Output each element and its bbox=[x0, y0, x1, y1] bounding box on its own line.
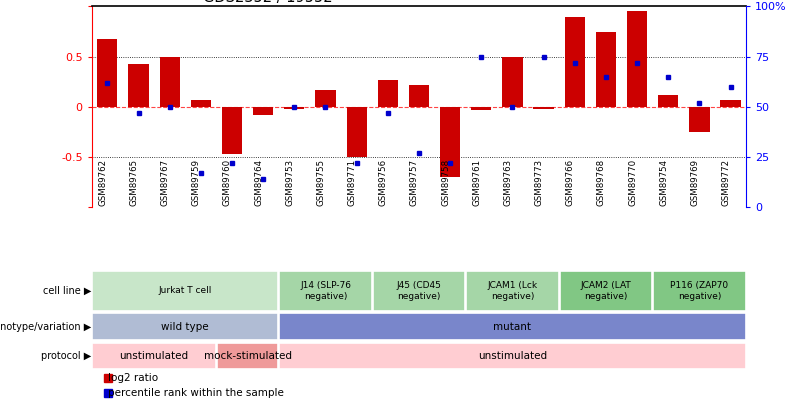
Bar bbox=[191, 100, 211, 107]
Text: wild type: wild type bbox=[161, 322, 209, 332]
Text: mutant: mutant bbox=[493, 322, 531, 332]
Text: P116 (ZAP70
negative): P116 (ZAP70 negative) bbox=[670, 281, 729, 301]
Bar bbox=[346, 107, 367, 157]
Bar bbox=[279, 313, 745, 340]
Bar bbox=[128, 64, 148, 107]
Text: JCAM1 (Lck
negative): JCAM1 (Lck negative) bbox=[488, 281, 538, 301]
Text: percentile rank within the sample: percentile rank within the sample bbox=[108, 388, 284, 399]
Text: JCAM2 (LAT
negative): JCAM2 (LAT negative) bbox=[580, 281, 631, 301]
Bar bbox=[502, 57, 523, 107]
Bar bbox=[373, 271, 465, 311]
Text: unstimulated: unstimulated bbox=[478, 351, 547, 361]
Text: J45 (CD45
negative): J45 (CD45 negative) bbox=[397, 281, 441, 301]
Bar bbox=[279, 343, 745, 369]
Bar bbox=[217, 343, 279, 369]
Bar bbox=[97, 38, 117, 107]
Bar bbox=[279, 271, 372, 311]
Bar bbox=[559, 271, 652, 311]
Bar bbox=[440, 107, 460, 177]
Bar bbox=[253, 107, 273, 115]
Bar bbox=[409, 85, 429, 107]
Bar bbox=[658, 95, 678, 107]
Bar bbox=[284, 107, 305, 109]
Bar bbox=[654, 271, 745, 311]
Bar bbox=[565, 17, 585, 107]
Text: Jurkat T cell: Jurkat T cell bbox=[159, 286, 212, 296]
Bar bbox=[721, 100, 741, 107]
Bar bbox=[315, 90, 336, 107]
Bar bbox=[93, 313, 279, 340]
Bar bbox=[377, 80, 398, 107]
Bar bbox=[689, 107, 709, 132]
Bar bbox=[93, 343, 215, 369]
Bar bbox=[471, 107, 492, 110]
Bar bbox=[160, 57, 180, 107]
Text: unstimulated: unstimulated bbox=[120, 351, 188, 361]
Bar bbox=[222, 107, 242, 154]
Text: J14 (SLP-76
negative): J14 (SLP-76 negative) bbox=[300, 281, 351, 301]
Text: log2 ratio: log2 ratio bbox=[108, 373, 158, 383]
Bar bbox=[627, 11, 647, 107]
Text: GDS2352 / 19552: GDS2352 / 19552 bbox=[203, 0, 333, 5]
Bar bbox=[533, 107, 554, 109]
Bar bbox=[466, 271, 559, 311]
Text: genotype/variation ▶: genotype/variation ▶ bbox=[0, 322, 91, 332]
Bar bbox=[596, 32, 616, 107]
Bar bbox=[93, 271, 279, 311]
Text: mock-stimulated: mock-stimulated bbox=[203, 351, 291, 361]
Text: protocol ▶: protocol ▶ bbox=[41, 351, 91, 361]
Text: cell line ▶: cell line ▶ bbox=[43, 286, 91, 296]
